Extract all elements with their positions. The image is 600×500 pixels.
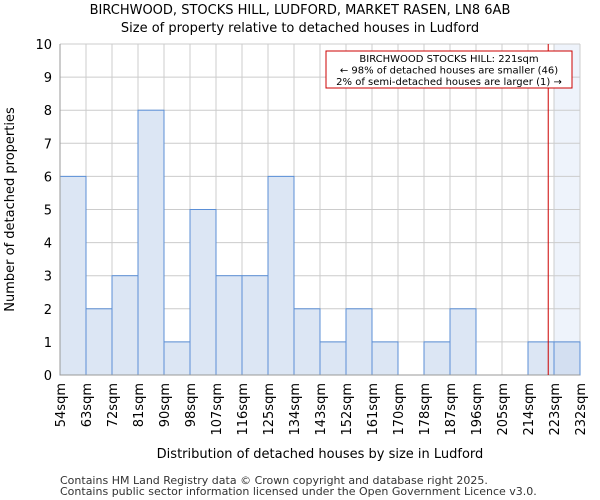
- bar: [111, 275, 139, 376]
- y-axis-label: Number of detached properties: [3, 107, 18, 312]
- x-axis-label: Distribution of detached houses by size …: [157, 447, 484, 462]
- annotation-line: BIRCHWOOD STOCKS HILL: 221sqm: [359, 54, 538, 65]
- y-tick-label: 8: [44, 104, 52, 119]
- x-tick-label: 98sqm: [184, 383, 199, 427]
- bar: [345, 308, 373, 376]
- chart-title: BIRCHWOOD, STOCKS HILL, LUDFORD, MARKET …: [89, 3, 511, 18]
- x-tick-label: 54sqm: [54, 383, 69, 427]
- bar: [293, 308, 321, 376]
- bar: [423, 341, 451, 376]
- y-tick-label: 4: [44, 237, 52, 252]
- y-tick-label: 1: [44, 336, 52, 351]
- y-tick-label: 10: [35, 38, 52, 53]
- x-tick-label: 170sqm: [392, 383, 407, 436]
- bar: [527, 341, 555, 376]
- annotation-line: 2% of semi-detached houses are larger (1…: [336, 77, 562, 88]
- y-tick-label: 2: [44, 303, 52, 318]
- bar: [371, 341, 399, 376]
- x-tick-label: 72sqm: [106, 383, 121, 427]
- x-tick-label: 116sqm: [236, 383, 251, 436]
- x-tick-label: 125sqm: [262, 383, 277, 436]
- x-tick-label: 107sqm: [210, 383, 225, 436]
- x-tick-label: 152sqm: [340, 383, 355, 436]
- bar: [267, 175, 295, 376]
- x-tick-label: 205sqm: [496, 383, 511, 436]
- x-tick-label: 196sqm: [470, 383, 485, 436]
- bar: [59, 175, 87, 376]
- x-tick-label: 232sqm: [574, 383, 589, 436]
- y-tick-label: 7: [44, 137, 52, 152]
- bar: [85, 308, 113, 376]
- y-tick-label: 0: [44, 369, 52, 384]
- y-tick-label: 3: [44, 270, 52, 285]
- footer-line-1: Contains HM Land Registry data © Crown c…: [60, 474, 488, 487]
- x-tick-label: 187sqm: [444, 383, 459, 436]
- bar: [189, 209, 217, 376]
- x-tick-label: 223sqm: [548, 383, 563, 436]
- bar: [449, 308, 477, 376]
- x-tick-label: 63sqm: [80, 383, 95, 427]
- annotation-line: ← 98% of detached houses are smaller (46…: [340, 66, 558, 77]
- bar: [163, 341, 191, 376]
- x-tick-label: 178sqm: [418, 383, 433, 436]
- x-tick-label: 143sqm: [314, 383, 329, 436]
- y-tick-label: 9: [44, 71, 52, 86]
- y-tick-label: 5: [44, 204, 52, 219]
- x-tick-label: 134sqm: [288, 383, 303, 436]
- bar: [319, 341, 347, 376]
- bar: [241, 275, 269, 376]
- x-tick-label: 81sqm: [132, 383, 147, 427]
- x-tick-label: 161sqm: [366, 383, 381, 436]
- annotation-box: [325, 50, 573, 89]
- x-tick-label: 90sqm: [158, 383, 173, 427]
- bar: [553, 341, 581, 376]
- chart-subtitle: Size of property relative to detached ho…: [120, 21, 480, 36]
- y-tick-label: 6: [44, 170, 52, 185]
- footer-line-2: Contains public sector information licen…: [60, 485, 537, 498]
- bar: [137, 109, 165, 376]
- bar: [215, 275, 243, 376]
- x-tick-label: 214sqm: [522, 383, 537, 436]
